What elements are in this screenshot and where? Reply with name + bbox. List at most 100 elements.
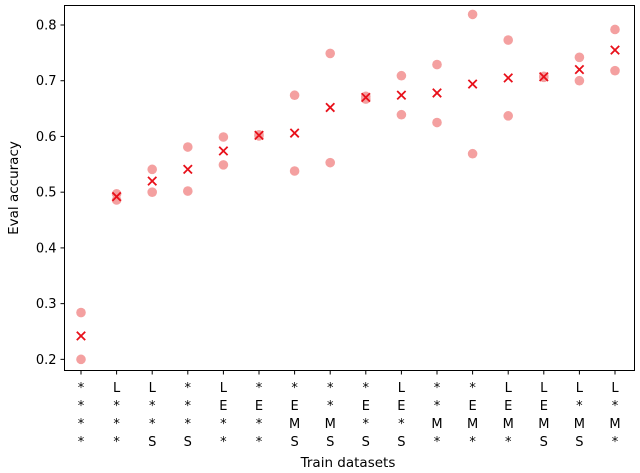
data-point-circle	[218, 160, 229, 170]
x-tick-label-char: L	[611, 381, 619, 396]
mean-marker-x	[147, 176, 158, 186]
data-point-circle	[111, 195, 122, 205]
x-tick-label-char: *	[113, 435, 120, 450]
x-tick-label-char: E	[468, 399, 476, 414]
mean-marker-x	[76, 331, 86, 341]
mean-marker-stroke	[467, 79, 478, 89]
x-tick-label-char: E	[397, 399, 405, 414]
x-tick-label-char: *	[185, 381, 192, 396]
mean-marker-x	[467, 79, 478, 89]
data-point-circle	[396, 109, 407, 120]
x-tick-label-char: L	[540, 381, 548, 396]
data-point-circle	[432, 59, 442, 70]
x-tick-label-char: S	[397, 435, 405, 450]
mean-marker-stroke	[574, 64, 585, 75]
x-tick-label-char: L	[113, 381, 121, 396]
mean-marker-x	[610, 45, 620, 55]
x-tick-label-char: *	[113, 417, 120, 432]
x-tick-label-char: *	[612, 435, 619, 450]
y-tick-label: 0.4	[36, 241, 57, 256]
mean-marker-stroke	[610, 45, 620, 55]
x-tick-label-char: M	[574, 417, 585, 432]
x-tick-label-char: *	[185, 417, 192, 432]
data-point-circle	[289, 90, 300, 101]
data-point-circle	[574, 52, 585, 63]
x-tick-label-char: E	[255, 399, 263, 414]
x-tick-label-char: *	[256, 381, 263, 396]
x-tick-label-char: *	[256, 417, 263, 432]
x-tick-label-char: *	[256, 435, 263, 450]
x-tick-label-char: E	[540, 399, 548, 414]
mean-marker-stroke	[360, 92, 371, 103]
x-tick-label-char: *	[113, 399, 120, 414]
x-tick-label-char: *	[434, 381, 441, 396]
x-tick-label-char: L	[220, 381, 228, 396]
data-point-circle	[325, 157, 336, 168]
data-point-circle	[183, 186, 193, 196]
mean-marker-x	[396, 90, 407, 101]
mean-marker-x	[574, 64, 585, 75]
x-tick-label-char: *	[149, 417, 156, 432]
data-point-circle	[147, 187, 157, 197]
x-tick-label-char: *	[505, 435, 512, 450]
mean-marker-x	[111, 191, 122, 202]
x-tick-label-char: E	[504, 399, 512, 414]
mean-marker-x	[254, 130, 264, 141]
x-tick-label-char: M	[325, 417, 336, 432]
x-tick-label-char: *	[327, 381, 334, 396]
x-axis-title: Train datasets	[300, 455, 396, 468]
x-tick-label-char: S	[326, 435, 334, 450]
mean-marker-stroke	[538, 71, 549, 82]
data-point-circle	[467, 148, 478, 159]
plot-area-frame	[64, 5, 635, 371]
y-tick-label: 0.3	[36, 297, 57, 312]
mean-marker-stroke	[254, 130, 264, 141]
data-point-circle	[503, 35, 513, 45]
x-tick-label-char: L	[505, 381, 513, 396]
x-tick-label-char: M	[609, 417, 620, 432]
data-point-circle	[396, 70, 407, 81]
data-point-circle	[503, 111, 513, 121]
x-tick-label-char: *	[291, 381, 298, 396]
x-tick-label-char: *	[78, 381, 85, 396]
mean-marker-stroke	[503, 73, 514, 83]
data-point-circle	[183, 142, 193, 152]
mean-marker-stroke	[325, 102, 336, 113]
data-point-circle	[76, 354, 86, 365]
x-tick-label-char: E	[362, 399, 370, 414]
y-axis: 0.2 0.3 0.4 0.5 0.6 0.7 0.8	[36, 19, 65, 368]
y-axis-title: Eval accuracy	[6, 141, 22, 235]
mean-marker-stroke	[182, 164, 193, 175]
mean-marker-stroke	[289, 128, 300, 138]
mean-marker-x	[503, 73, 514, 83]
x-tick-label-char: *	[469, 435, 476, 450]
mean-marker-x	[218, 146, 229, 156]
mean-marker-x	[325, 102, 336, 113]
x-tick-label-char: *	[220, 435, 227, 450]
data-point-circle	[467, 9, 478, 20]
series-layer	[76, 9, 620, 365]
x-tick-label-char: *	[398, 417, 405, 432]
x-tick-label-char: S	[184, 435, 192, 450]
x-tick-label-char: *	[220, 417, 227, 432]
x-tick-label-char: *	[576, 399, 583, 414]
x-tick-label-char: S	[290, 435, 298, 450]
mean-marker-x	[289, 128, 300, 138]
y-tick-label: 0.6	[36, 130, 57, 145]
y-tick-label: 0.2	[36, 353, 57, 368]
mean-marker-stroke	[147, 176, 158, 186]
data-point-circle	[610, 24, 620, 35]
data-point-circle	[574, 75, 585, 86]
x-tick-label-char: *	[612, 399, 619, 414]
data-point-circle	[76, 307, 86, 318]
x-tick-label-char: *	[434, 399, 441, 414]
data-point-circle	[289, 166, 300, 176]
x-tick-label-char: M	[538, 417, 549, 432]
mean-marker-x	[182, 164, 193, 175]
x-tick-label-char: M	[503, 417, 514, 432]
x-tick-label-char: *	[469, 381, 476, 396]
data-point-circle	[325, 48, 336, 59]
y-tick-label: 0.7	[36, 74, 57, 89]
